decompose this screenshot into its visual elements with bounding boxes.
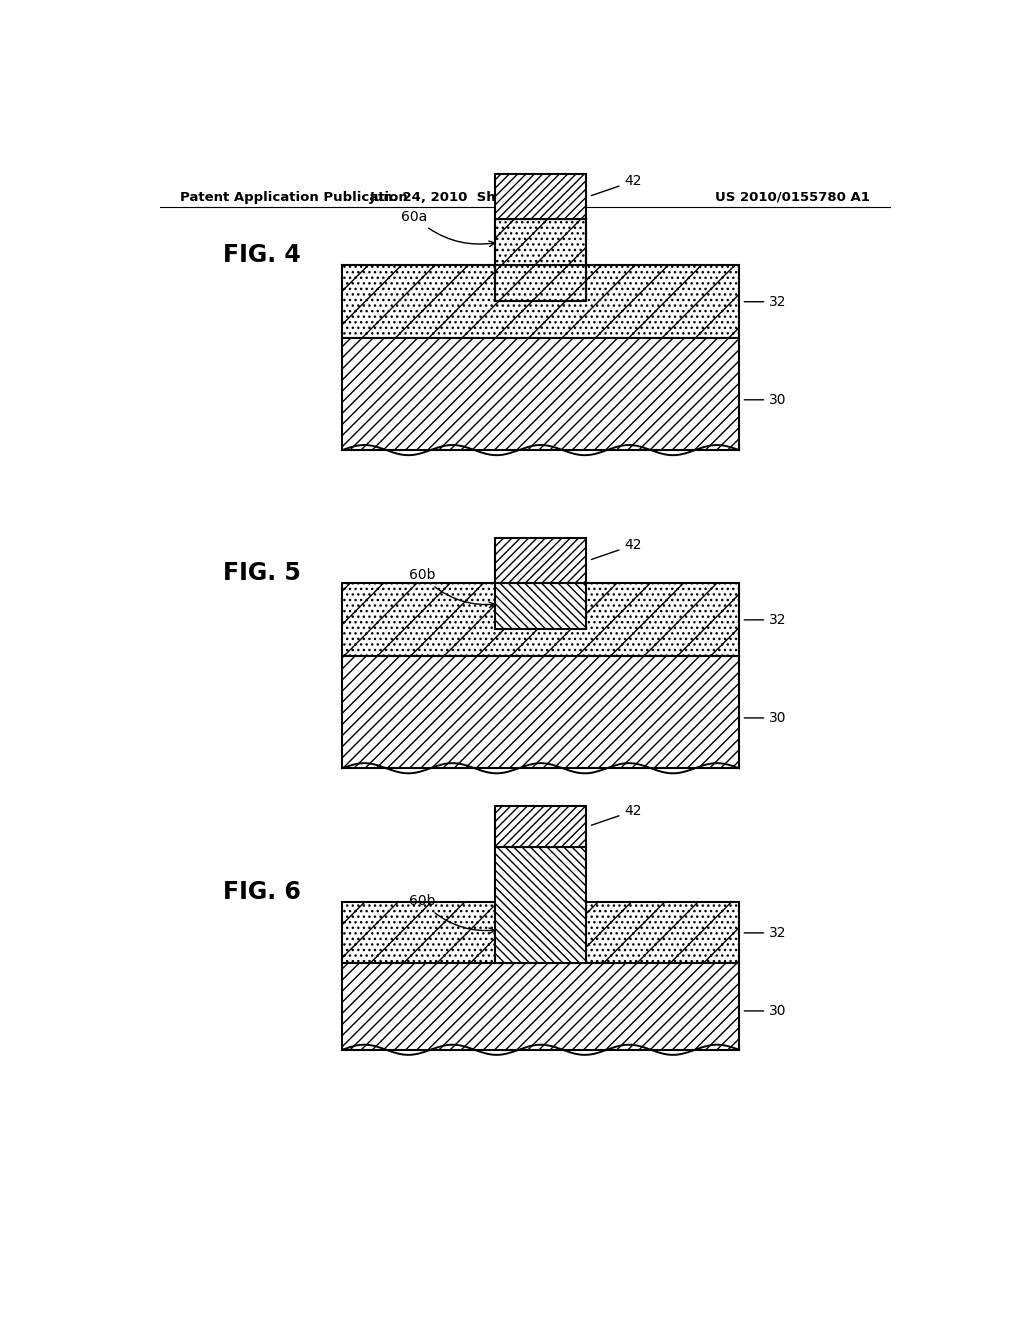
- Bar: [342, 265, 739, 338]
- Text: FIG. 6: FIG. 6: [223, 880, 301, 904]
- Text: US 2010/0155780 A1: US 2010/0155780 A1: [715, 190, 870, 203]
- Text: FIG. 5: FIG. 5: [223, 561, 301, 585]
- Bar: [495, 846, 587, 964]
- Text: 42: 42: [591, 804, 642, 825]
- Bar: [495, 265, 587, 301]
- Text: 60b: 60b: [409, 569, 495, 607]
- Bar: [342, 338, 739, 450]
- Bar: [495, 537, 587, 583]
- Text: 60b: 60b: [409, 895, 495, 933]
- Bar: [495, 805, 587, 846]
- Text: Jun. 24, 2010  Sheet 2 of 8: Jun. 24, 2010 Sheet 2 of 8: [370, 190, 568, 203]
- Bar: [342, 903, 739, 964]
- Bar: [342, 964, 739, 1049]
- Bar: [342, 656, 739, 768]
- Text: 30: 30: [744, 1005, 786, 1018]
- Text: 42: 42: [591, 539, 642, 560]
- Text: 30: 30: [744, 711, 786, 725]
- Bar: [495, 583, 587, 630]
- Bar: [495, 583, 587, 630]
- Bar: [495, 219, 587, 265]
- Bar: [342, 583, 739, 656]
- Text: 60a: 60a: [401, 210, 495, 247]
- Text: 32: 32: [744, 294, 786, 309]
- Bar: [495, 174, 587, 219]
- Text: 32: 32: [744, 925, 786, 940]
- Bar: [495, 903, 587, 964]
- Text: 32: 32: [744, 612, 786, 627]
- Text: 30: 30: [744, 393, 786, 407]
- Text: Patent Application Publication: Patent Application Publication: [179, 190, 408, 203]
- Text: FIG. 4: FIG. 4: [223, 243, 301, 267]
- Text: 42: 42: [591, 174, 642, 195]
